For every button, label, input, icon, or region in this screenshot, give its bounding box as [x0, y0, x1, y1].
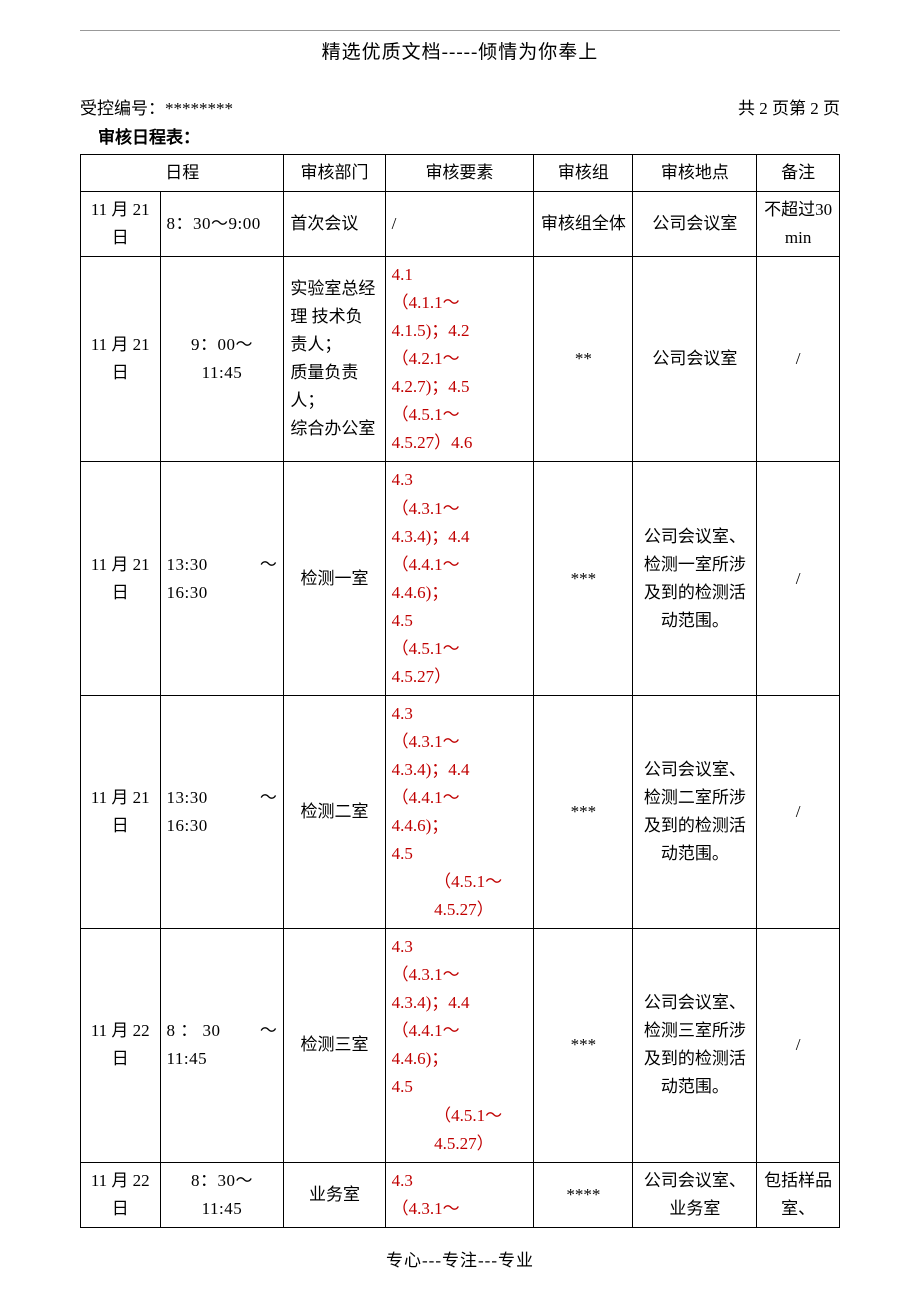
- table-cell: 公司会议室: [633, 192, 757, 257]
- table-header-row: 日程 审核部门 审核要素 审核组 审核地点 备注: [81, 155, 840, 192]
- table-row: 11 月 21日9：00～11:45实验室总经理 技术负责人；质量负责人；综合办…: [81, 257, 840, 462]
- col-schedule: 日程: [81, 155, 284, 192]
- table-cell: ****: [534, 1162, 633, 1227]
- table-cell: ***: [534, 462, 633, 695]
- table-cell: 4.3（4.3.1～4.3.4)；4.4（4.4.1～4.4.6)；4.5（4.…: [385, 695, 534, 928]
- schedule-table: 日程 审核部门 审核要素 审核组 审核地点 备注 11 月 21日8：30～9:…: [80, 154, 840, 1228]
- table-cell: /: [757, 462, 840, 695]
- table-cell: 11 月 22日: [81, 1162, 161, 1227]
- table-cell: 4.1（4.1.1～4.1.5)；4.2（4.2.1～4.2.7)；4.5（4.…: [385, 257, 534, 462]
- table-cell: **: [534, 257, 633, 462]
- footer-text: 专心---专注---专业: [80, 1246, 840, 1271]
- table-cell: /: [757, 695, 840, 928]
- table-cell: 11 月 21日: [81, 695, 161, 928]
- page-info: 共 2 页第 2 页: [738, 94, 840, 119]
- table-row: 11 月 21日13:30～16:30检测二室4.3（4.3.1～4.3.4)；…: [81, 695, 840, 928]
- table-cell: 11 月 21日: [81, 192, 161, 257]
- table-cell: ***: [534, 929, 633, 1162]
- table-row: 11 月 21日13:30～16:30检测一室4.3（4.3.1～4.3.4)；…: [81, 462, 840, 695]
- table-cell: 8：30～11:45: [160, 1162, 284, 1227]
- table-cell: 业务室: [284, 1162, 385, 1227]
- table-row: 11 月 22日8 ： 30～11:45检测三室4.3（4.3.1～4.3.4)…: [81, 929, 840, 1162]
- table-cell: 包括样品室、: [757, 1162, 840, 1227]
- table-cell: 公司会议室、检测一室所涉及到的检测活动范围。: [633, 462, 757, 695]
- table-cell: 4.3（4.3.1～4.3.4)；4.4（4.4.1～4.4.6)；4.5（4.…: [385, 929, 534, 1162]
- table-cell: 11 月 21日: [81, 257, 161, 462]
- meta-row: 受控编号：******** 共 2 页第 2 页: [80, 94, 840, 119]
- table-row: 11 月 22日8：30～11:45业务室4.3（4.3.1～****公司会议室…: [81, 1162, 840, 1227]
- table-cell: 不超过30min: [757, 192, 840, 257]
- table-row: 11 月 21日8：30～9:00首次会议/审核组全体公司会议室不超过30min: [81, 192, 840, 257]
- control-number: 受控编号：********: [80, 94, 233, 119]
- col-note: 备注: [757, 155, 840, 192]
- table-cell: /: [757, 257, 840, 462]
- table-cell: 检测一室: [284, 462, 385, 695]
- control-label: 受控编号：: [80, 99, 165, 118]
- table-cell: 13:30～16:30: [160, 462, 284, 695]
- table-body: 11 月 21日8：30～9:00首次会议/审核组全体公司会议室不超过30min…: [81, 192, 840, 1228]
- table-cell: 13:30～16:30: [160, 695, 284, 928]
- table-cell: 11 月 21日: [81, 462, 161, 695]
- table-cell: /: [385, 192, 534, 257]
- table-cell: 11 月 22日: [81, 929, 161, 1162]
- table-cell: 8：30～9:00: [160, 192, 284, 257]
- top-rule: [80, 30, 840, 31]
- table-cell: 8 ： 30～11:45: [160, 929, 284, 1162]
- table-cell: 检测三室: [284, 929, 385, 1162]
- col-dept: 审核部门: [284, 155, 385, 192]
- table-cell: ***: [534, 695, 633, 928]
- table-cell: 审核组全体: [534, 192, 633, 257]
- col-element: 审核要素: [385, 155, 534, 192]
- control-value: ********: [165, 99, 233, 118]
- table-cell: 公司会议室、检测三室所涉及到的检测活动范围。: [633, 929, 757, 1162]
- table-cell: 实验室总经理 技术负责人；质量负责人；综合办公室: [284, 257, 385, 462]
- header-title: 精选优质文档-----倾情为你奉上: [80, 37, 840, 64]
- table-cell: 4.3（4.3.1～: [385, 1162, 534, 1227]
- schedule-title: 审核日程表：: [80, 123, 840, 148]
- table-cell: /: [757, 929, 840, 1162]
- table-cell: 公司会议室、业务室: [633, 1162, 757, 1227]
- document-page: 精选优质文档-----倾情为你奉上 受控编号：******** 共 2 页第 2…: [0, 0, 920, 1291]
- table-cell: 4.3（4.3.1～4.3.4)；4.4（4.4.1～4.4.6)；4.5（4.…: [385, 462, 534, 695]
- table-cell: 首次会议: [284, 192, 385, 257]
- table-cell: 公司会议室、检测二室所涉及到的检测活动范围。: [633, 695, 757, 928]
- table-cell: 检测二室: [284, 695, 385, 928]
- col-location: 审核地点: [633, 155, 757, 192]
- col-group: 审核组: [534, 155, 633, 192]
- table-cell: 9：00～11:45: [160, 257, 284, 462]
- table-cell: 公司会议室: [633, 257, 757, 462]
